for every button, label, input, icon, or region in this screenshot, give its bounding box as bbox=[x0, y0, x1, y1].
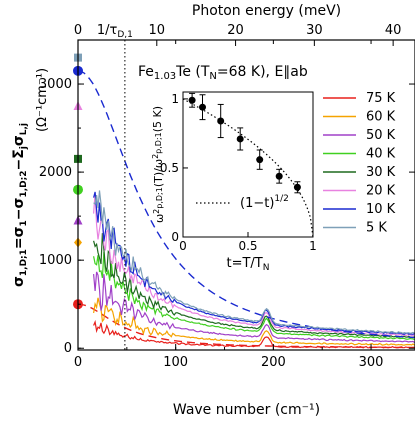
drude-fit-10K bbox=[78, 70, 415, 339]
inset-point bbox=[199, 103, 206, 111]
legend-label: 40 K bbox=[366, 147, 396, 162]
labels: Photon energy (meV) Wave number (cm⁻¹) 1/τ… bbox=[11, 3, 341, 418]
x-tick-label: 300 bbox=[359, 355, 384, 370]
series-line-40K bbox=[93, 251, 415, 341]
inset-point bbox=[256, 156, 264, 164]
inset-point bbox=[188, 96, 196, 104]
series-line-50K bbox=[93, 271, 415, 343]
legend-label: 10 K bbox=[366, 202, 396, 217]
x-tick-label: 200 bbox=[261, 355, 286, 370]
series-layer bbox=[78, 70, 415, 349]
legend-label: 60 K bbox=[366, 110, 396, 125]
inset-y-tick-label: 1 bbox=[171, 92, 179, 106]
plot-frame bbox=[77, 39, 415, 351]
inset-y-tick-label: 0.5 bbox=[160, 161, 179, 175]
top-tick-label: 40 bbox=[385, 23, 402, 38]
tau-label-sub: D,1 bbox=[117, 30, 133, 40]
inset-point bbox=[275, 172, 283, 180]
inset-point bbox=[293, 183, 301, 191]
inset-y-title: ω2p,D;1(T)/ω2p,D;1(5 K) bbox=[151, 106, 166, 223]
sample-title: Fe1.03Te (TN=68 K), E∥ab bbox=[138, 64, 308, 82]
inset-y-title-text: ω2p,D;1(T)/ω2p,D;1(5 K) bbox=[151, 106, 166, 223]
y-axis-unit-text: (Ω⁻¹cm⁻¹) bbox=[35, 68, 50, 132]
legend: 75 K 60 K 50 K 40 K 30 K 20 K 10 K 5 K bbox=[323, 91, 396, 236]
x-axis-title: Wave number (cm⁻¹) bbox=[173, 402, 320, 418]
x-tick-label: 100 bbox=[163, 355, 188, 370]
series-line-30K bbox=[93, 233, 415, 339]
inset-x-title: t=T/TN bbox=[227, 256, 270, 273]
legend-label: 20 K bbox=[366, 184, 396, 199]
inset-y-tick-label: 0 bbox=[171, 230, 179, 244]
y-tick-label: 1000 bbox=[39, 253, 72, 268]
y-tick-label: 3000 bbox=[39, 77, 72, 92]
legend-label: 75 K bbox=[366, 91, 396, 106]
inset-frame bbox=[182, 91, 314, 238]
y-tick-label: 2000 bbox=[39, 165, 72, 180]
inset-x-tick-label: 0.5 bbox=[238, 239, 257, 253]
top-tick-label: 30 bbox=[306, 23, 323, 38]
legend-label: 30 K bbox=[366, 165, 396, 180]
y-axis-formula: σ1,D;1=σ1−σ1,D;2−ΣjσL,j bbox=[11, 123, 29, 287]
top-axis-title: Photon energy (meV) bbox=[192, 3, 341, 19]
series-line-5K bbox=[93, 190, 415, 334]
series-line-60K bbox=[93, 297, 415, 346]
inset-x-tick-label: 0 bbox=[179, 239, 187, 253]
legend-label: 50 K bbox=[366, 128, 396, 143]
legend-label: 5 K bbox=[366, 221, 387, 236]
tau-label: 1/τD,1 bbox=[97, 23, 133, 40]
drude-fit-75K bbox=[78, 303, 415, 349]
y-tick-label: 0 bbox=[64, 341, 72, 356]
series-line-10K bbox=[93, 191, 415, 335]
inset-point bbox=[217, 117, 225, 125]
top-tick-label: 20 bbox=[227, 23, 244, 38]
x-tick-label: 0 bbox=[74, 355, 82, 370]
top-tick-label: 0 bbox=[74, 23, 82, 38]
y-axis-unit: (Ω⁻¹cm⁻¹) bbox=[35, 68, 50, 132]
inset-point bbox=[236, 135, 244, 143]
inset-plot: 000.50.511(1−t)1/2t=T/TNω2p,D;1(T)/ω2p,D… bbox=[151, 91, 317, 273]
inset-x-tick-label: 1 bbox=[309, 239, 317, 253]
top-tick-label: 10 bbox=[149, 23, 166, 38]
y-axis-title: σ1,D;1=σ1−σ1,D;2−ΣjσL,j bbox=[11, 123, 29, 287]
inset-fit-curve bbox=[182, 98, 314, 238]
